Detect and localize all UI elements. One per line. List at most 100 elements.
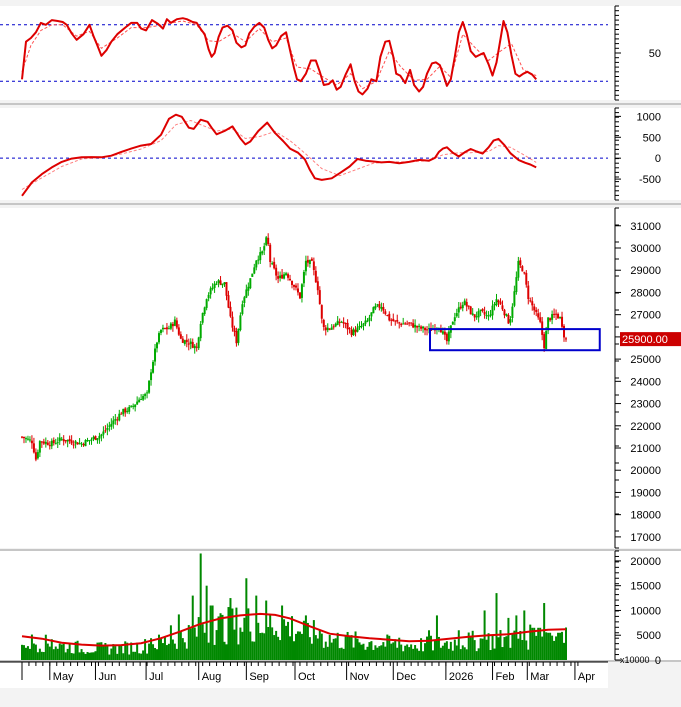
candle-body [30, 440, 33, 444]
candle-body [26, 438, 29, 440]
volume-bar [48, 646, 51, 660]
volume-bar [241, 631, 244, 660]
candle-body [114, 419, 117, 421]
volume-bar [138, 653, 141, 660]
volume-bar [392, 642, 395, 660]
candle-body [388, 313, 391, 321]
candle-body [62, 439, 65, 442]
candle-body [318, 290, 321, 305]
volume-bar [370, 641, 373, 660]
volume-bar [310, 643, 313, 660]
candle-body [372, 307, 375, 314]
volume-bar [463, 647, 466, 660]
volume-bar [312, 620, 315, 660]
candle-body [229, 306, 232, 317]
candle-body [263, 246, 266, 251]
candle-body [60, 438, 63, 440]
candle-body [112, 420, 115, 425]
candle-body [82, 443, 85, 446]
candle-body [525, 272, 528, 285]
candle-body [70, 440, 73, 444]
volume-bar [356, 638, 359, 660]
volume-bar [396, 647, 399, 660]
candle-body [173, 319, 176, 326]
candle-body [197, 337, 200, 349]
candle-body [302, 271, 305, 284]
oscillator-plot-area [0, 6, 608, 100]
macd-tick-label: 1000 [637, 111, 661, 123]
candle-body [122, 408, 125, 415]
price-tick-label: 18000 [630, 510, 661, 522]
candle-body [300, 284, 303, 298]
oscillator-tick-label: 50 [649, 48, 661, 60]
volume-bar [84, 653, 87, 660]
volume-bar [46, 643, 49, 660]
candle-body [211, 287, 214, 290]
candle-body [191, 342, 194, 348]
volume-bar [285, 625, 288, 660]
candle-body [356, 327, 359, 332]
candle-body [199, 323, 202, 339]
volume-bar [175, 648, 178, 660]
candle-body [529, 300, 532, 302]
volume-bar [410, 644, 413, 660]
volume-bar [519, 630, 522, 660]
volume-bar [398, 637, 401, 660]
volume-bar [56, 648, 59, 660]
volume-bar [412, 648, 415, 660]
volume-bar [382, 642, 385, 660]
volume-bar [304, 615, 307, 660]
volume-bar [26, 646, 29, 660]
volume-bar [445, 641, 448, 660]
volume-bar [547, 632, 550, 660]
candle-body [58, 437, 61, 442]
candle-body [304, 260, 307, 272]
volume-bar [481, 638, 484, 660]
candle-body [501, 305, 504, 310]
candle-body [310, 258, 313, 261]
candle-body [154, 348, 157, 362]
volume-bar [561, 631, 564, 660]
volume-bar [443, 642, 446, 660]
candle-body [563, 325, 566, 338]
candle-body [340, 321, 343, 323]
volume-bar [231, 608, 234, 660]
candle-body [152, 361, 155, 373]
volume-bar [128, 654, 131, 660]
volume-bar [90, 652, 93, 660]
candle-body [148, 380, 151, 393]
volume-axis-area [608, 551, 681, 660]
candle-body [386, 314, 389, 316]
candle-body [348, 328, 351, 330]
candle-body [523, 272, 526, 274]
candle-body [330, 327, 333, 330]
volume-bar [193, 627, 196, 660]
volume-bar [259, 633, 262, 660]
volume-bar [503, 637, 506, 660]
candle-body [507, 314, 510, 324]
month-label: Apr [578, 671, 595, 683]
volume-bar [346, 631, 349, 660]
volume-bar [342, 648, 345, 660]
volume-bar [283, 619, 286, 660]
volume-bar [116, 653, 119, 660]
volume-bar [338, 648, 341, 660]
volume-bar [541, 636, 544, 660]
last-price-label: 25900.00 [622, 334, 668, 346]
candle-body [165, 327, 168, 330]
candle-body [296, 288, 299, 293]
candle-body [312, 261, 315, 271]
price-tick-label: 23000 [630, 399, 661, 411]
volume-bar [165, 645, 168, 660]
month-label: Nov [350, 671, 370, 683]
volume-bar [197, 617, 200, 660]
volume-bar [485, 639, 488, 660]
macd-tick-label: 0 [655, 153, 661, 165]
volume-bar [118, 644, 121, 660]
candle-body [50, 440, 53, 447]
volume-bar [177, 614, 180, 660]
candle-body [338, 321, 341, 323]
volume-bar [424, 643, 427, 660]
volume-bar [364, 649, 367, 660]
volume-bar [267, 627, 270, 660]
